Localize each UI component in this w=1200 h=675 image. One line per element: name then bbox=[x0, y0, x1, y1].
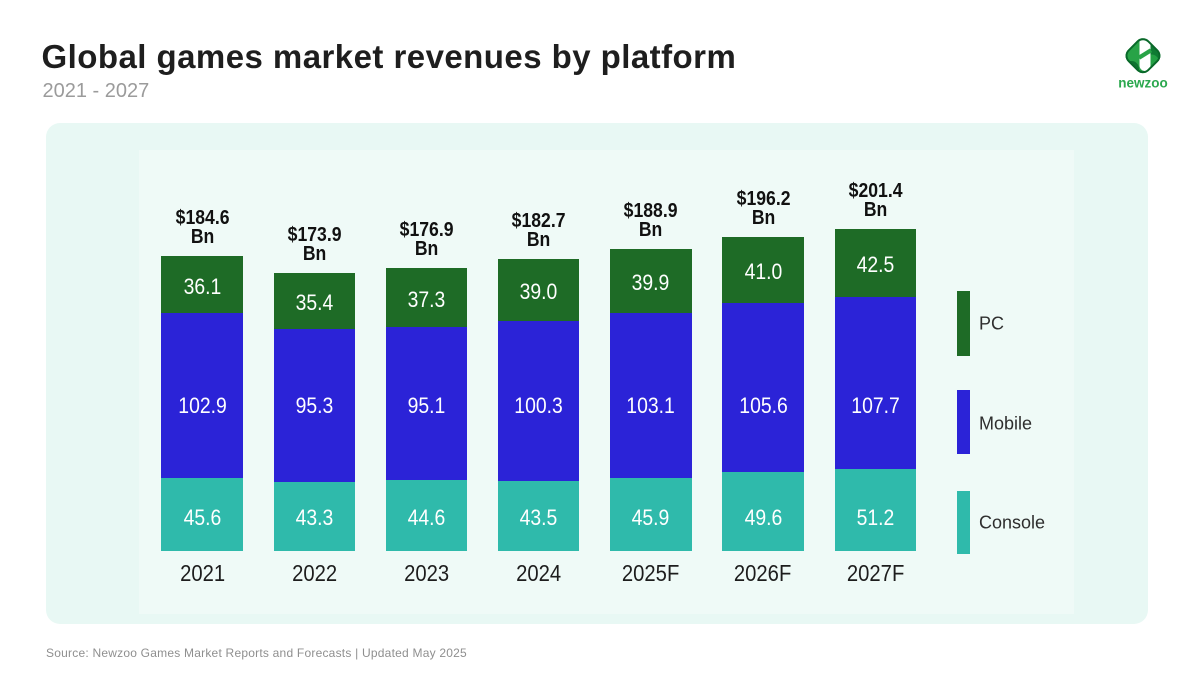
svg-text:newzoo: newzoo bbox=[1118, 76, 1168, 91]
